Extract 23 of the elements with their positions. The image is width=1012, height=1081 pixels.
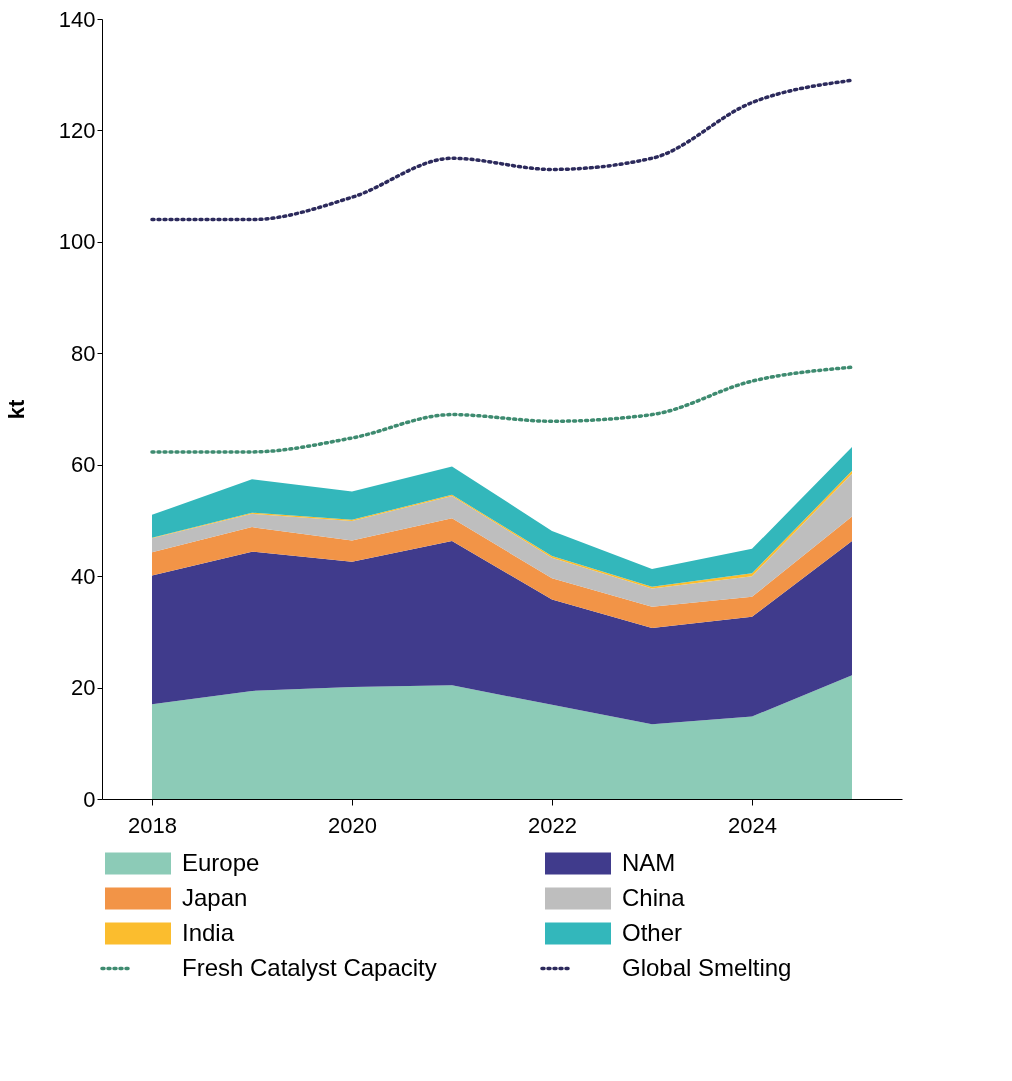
y-tick-label: 140 (58, 6, 96, 32)
legend-label: India (182, 918, 235, 946)
y-tick-label: 120 (58, 117, 96, 143)
line-series (150, 78, 854, 222)
legend-label: Europe (182, 848, 260, 876)
y-tick-label: 20 (71, 675, 96, 701)
legend-label: Japan (182, 883, 248, 911)
y-tick-label: 60 (71, 452, 96, 478)
y-tick-label: 40 (71, 563, 96, 589)
line-series (150, 365, 854, 454)
legend-label: Fresh Catalyst Capacity (182, 953, 437, 981)
legend-label: Global Smelting (622, 953, 792, 981)
x-tick-label: 2018 (128, 812, 177, 838)
x-tick-label: 2022 (528, 812, 577, 838)
y-tick-label: 100 (58, 229, 96, 255)
legend-label: China (622, 883, 686, 911)
y-axis-title: kt (3, 399, 29, 420)
y-tick-label: 0 (83, 786, 96, 812)
legend-label: Other (622, 918, 683, 946)
y-tick-label: 80 (71, 340, 96, 366)
x-tick-label: 2024 (728, 812, 777, 838)
legend-label: NAM (622, 848, 676, 876)
x-tick-label: 2020 (328, 812, 377, 838)
